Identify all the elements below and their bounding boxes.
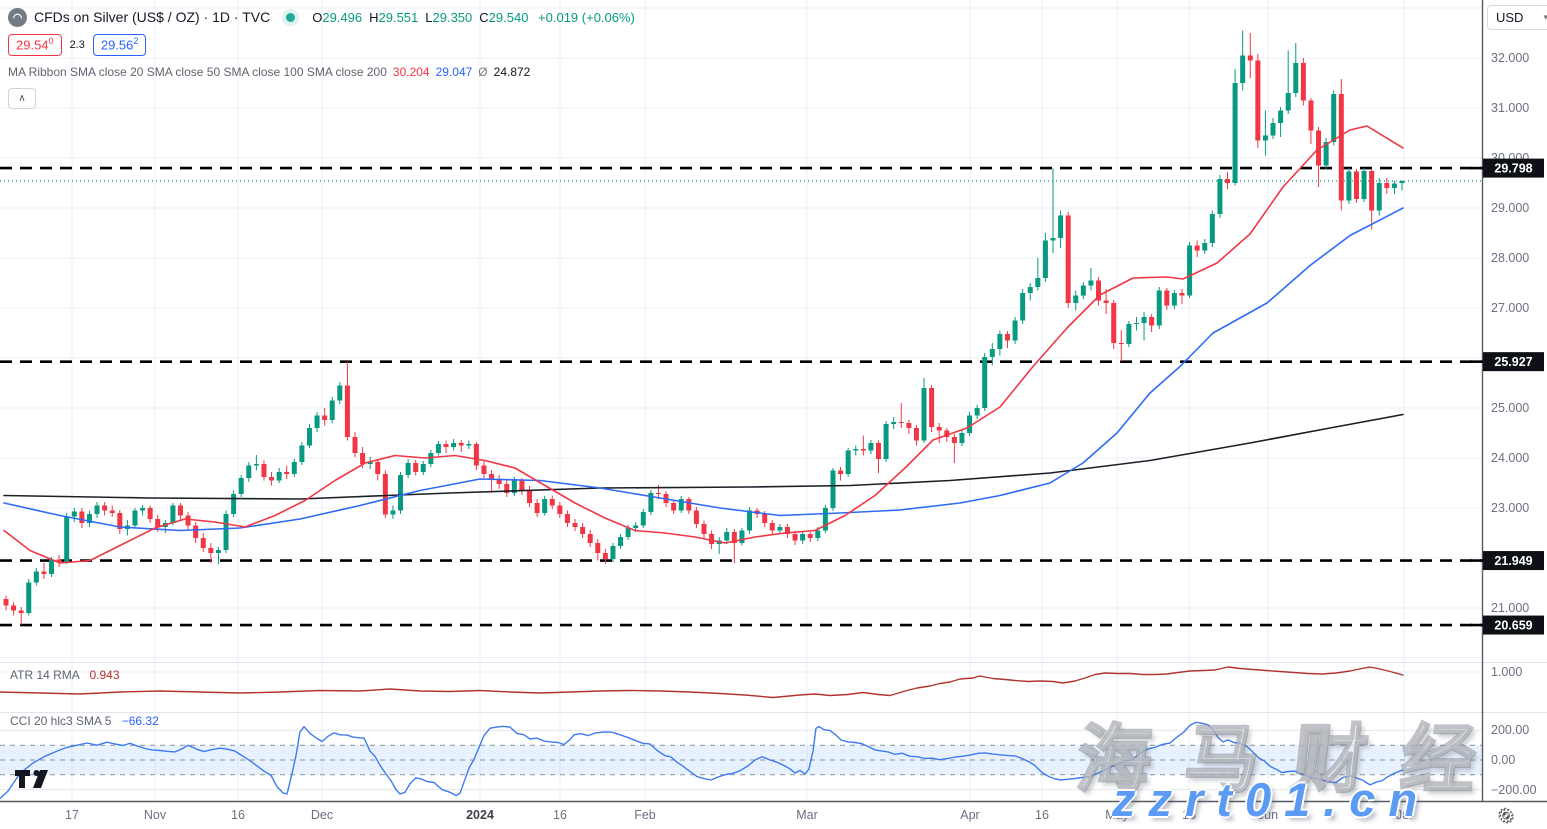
grid-lines — [0, 0, 1482, 801]
svg-text:Dec: Dec — [311, 808, 333, 822]
sell-button[interactable]: 29.540 — [8, 34, 62, 56]
time-axis[interactable]: 17 Nov 16 Dec 2024 16 Feb Mar Apr 16 May 16 Jun Jul — [65, 808, 1412, 822]
svg-text:Feb: Feb — [634, 808, 656, 822]
svg-text:200.00: 200.00 — [1491, 723, 1529, 737]
svg-text:16: 16 — [553, 808, 567, 822]
svg-text:16: 16 — [231, 808, 245, 822]
svg-text:2024: 2024 — [466, 808, 494, 822]
svg-text:May: May — [1105, 808, 1129, 822]
svg-text:17: 17 — [65, 808, 79, 822]
gear-icon[interactable]: ⚙ — [1498, 806, 1515, 826]
svg-text:0.00: 0.00 — [1491, 753, 1515, 767]
svg-text:Nov: Nov — [144, 808, 167, 822]
buy-price-sup: 2 — [133, 36, 139, 47]
svg-text:29.798: 29.798 — [1494, 162, 1532, 176]
svg-text:21.949: 21.949 — [1494, 554, 1532, 568]
svg-text:32.000: 32.000 — [1491, 51, 1529, 65]
svg-text:Mar: Mar — [796, 808, 818, 822]
svg-text:16: 16 — [1035, 808, 1049, 822]
svg-text:25.927: 25.927 — [1494, 355, 1532, 369]
atr-line — [0, 666, 1404, 699]
buy-button[interactable]: 29.562 — [92, 34, 147, 56]
chevron-up-icon: ∧ — [18, 93, 26, 104]
price-axis[interactable]: 32.00031.00030.00029.00028.00027.00025.0… — [1491, 51, 1537, 797]
svg-text:31.000: 31.000 — [1491, 101, 1529, 115]
svg-text:−200.00: −200.00 — [1491, 783, 1537, 797]
svg-text:Apr: Apr — [960, 808, 979, 822]
svg-text:28.000: 28.000 — [1491, 251, 1529, 265]
svg-text:25.000: 25.000 — [1491, 401, 1529, 415]
currency-label: USD — [1496, 10, 1524, 25]
currency-dropdown[interactable]: USD ▾ — [1487, 5, 1547, 30]
svg-text:Jul: Jul — [1396, 808, 1412, 822]
buy-price: 29.56 — [100, 37, 134, 53]
chevron-down-icon: ▾ — [1543, 12, 1547, 22]
sell-price-sup: 0 — [48, 36, 54, 47]
svg-text:1.000: 1.000 — [1491, 665, 1522, 679]
price-level-lines[interactable] — [0, 166, 1482, 627]
svg-text:27.000: 27.000 — [1491, 301, 1529, 315]
svg-text:24.000: 24.000 — [1491, 451, 1529, 465]
svg-text:20.659: 20.659 — [1494, 619, 1532, 633]
candles-layer — [3, 30, 1405, 625]
tradingview-logo[interactable] — [14, 769, 58, 789]
svg-text:23.000: 23.000 — [1491, 501, 1529, 515]
svg-text:21.000: 21.000 — [1491, 601, 1529, 615]
sell-price: 29.54 — [16, 37, 49, 53]
svg-text:29.000: 29.000 — [1491, 201, 1529, 215]
ma-ribbon-lines — [3, 125, 1404, 564]
price-level-chips: 29.798 25.927 21.949 20.659 — [1470, 158, 1544, 635]
collapse-legend-button[interactable]: ∧ — [8, 88, 36, 109]
svg-text:Jun: Jun — [1258, 808, 1278, 822]
bid-ask-row: 29.540 2.3 29.562 — [8, 32, 635, 58]
cci-pane — [0, 721, 1482, 800]
svg-text:16: 16 — [1182, 808, 1196, 822]
